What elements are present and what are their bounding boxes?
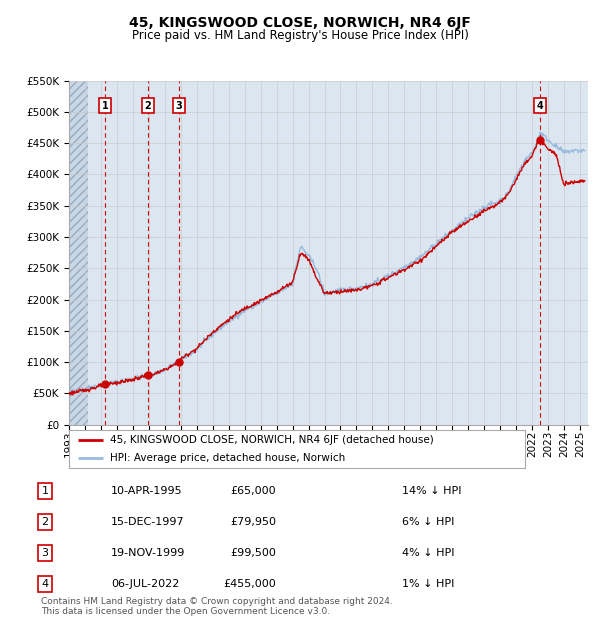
Text: £65,000: £65,000 [230,486,276,496]
Text: 15-DEC-1997: 15-DEC-1997 [111,517,185,527]
Text: 2: 2 [145,100,151,110]
Text: 3: 3 [175,100,182,110]
Text: This data is licensed under the Open Government Licence v3.0.: This data is licensed under the Open Gov… [41,607,330,616]
Text: 4: 4 [41,579,49,589]
Text: 1: 1 [41,486,49,496]
Text: £99,500: £99,500 [230,548,276,558]
Text: 14% ↓ HPI: 14% ↓ HPI [402,486,461,496]
Text: Contains HM Land Registry data © Crown copyright and database right 2024.: Contains HM Land Registry data © Crown c… [41,597,392,606]
Text: 4% ↓ HPI: 4% ↓ HPI [402,548,455,558]
Text: 45, KINGSWOOD CLOSE, NORWICH, NR4 6JF: 45, KINGSWOOD CLOSE, NORWICH, NR4 6JF [129,16,471,30]
Text: 6% ↓ HPI: 6% ↓ HPI [402,517,454,527]
Text: £455,000: £455,000 [223,579,276,589]
Text: 06-JUL-2022: 06-JUL-2022 [111,579,179,589]
Text: 4: 4 [537,100,544,110]
Text: 1% ↓ HPI: 1% ↓ HPI [402,579,454,589]
Text: 1: 1 [102,100,109,110]
Text: 10-APR-1995: 10-APR-1995 [111,486,182,496]
Text: £79,950: £79,950 [230,517,276,527]
Text: 19-NOV-1999: 19-NOV-1999 [111,548,185,558]
Text: 2: 2 [41,517,49,527]
Text: 45, KINGSWOOD CLOSE, NORWICH, NR4 6JF (detached house): 45, KINGSWOOD CLOSE, NORWICH, NR4 6JF (d… [110,435,434,445]
Text: HPI: Average price, detached house, Norwich: HPI: Average price, detached house, Norw… [110,453,345,464]
Text: Price paid vs. HM Land Registry's House Price Index (HPI): Price paid vs. HM Land Registry's House … [131,29,469,42]
Text: 3: 3 [41,548,49,558]
